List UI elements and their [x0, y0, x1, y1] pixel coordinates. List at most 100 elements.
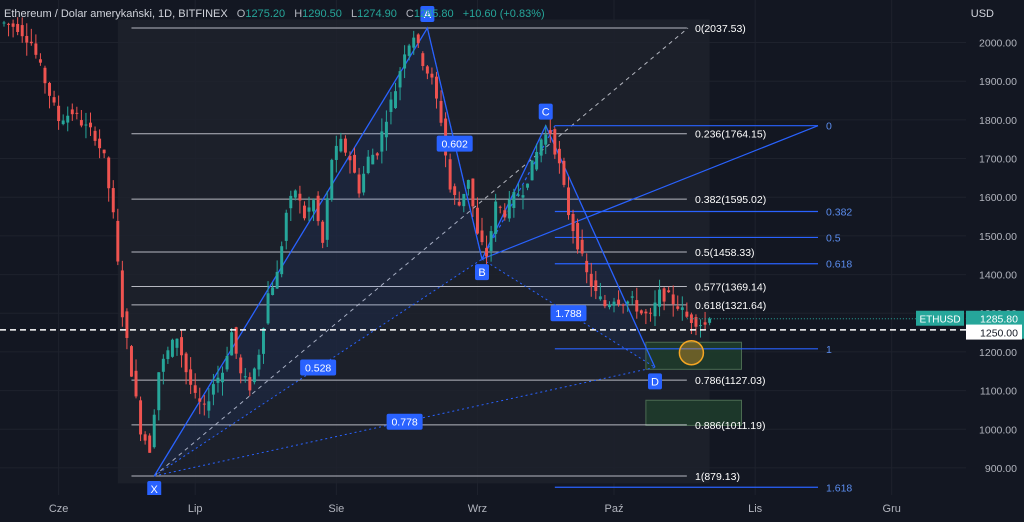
price-marker-badge	[966, 324, 1022, 340]
candle-body	[334, 145, 338, 160]
fib-level-label: 0.618(1321.64)	[695, 300, 766, 312]
candle-body	[266, 293, 270, 324]
candle-body	[516, 194, 520, 196]
low-value: 1274.90	[357, 8, 397, 20]
ratio-tag	[300, 359, 337, 376]
candle-body	[207, 401, 211, 411]
pattern-xab-fill	[154, 28, 482, 477]
candle-body	[70, 109, 74, 115]
candle-body	[225, 355, 229, 370]
candle-body	[293, 190, 297, 198]
candle-body	[585, 260, 589, 273]
candle-body	[330, 159, 334, 200]
candle-body	[416, 34, 420, 44]
candle-body	[75, 112, 79, 114]
candle-body	[93, 130, 97, 141]
candle-body	[120, 270, 124, 318]
candle-body	[84, 124, 88, 126]
pattern-point-tag	[475, 264, 489, 281]
candle-body	[662, 288, 666, 302]
candle-body	[607, 304, 611, 308]
candle-body	[180, 337, 184, 356]
ratio-label: 1.788	[555, 308, 581, 320]
candle-body	[111, 188, 115, 213]
candle-body	[375, 153, 379, 156]
candle-body	[480, 230, 484, 243]
candle-body	[348, 156, 352, 161]
pattern-point-label: B	[478, 267, 485, 279]
low-label: L	[350, 8, 358, 20]
candle-body	[621, 304, 625, 306]
candle-body	[57, 105, 61, 122]
price-tick-label: 1100.00	[980, 386, 1017, 398]
price-tick-label: 1700.00	[979, 154, 1017, 166]
symbol-badge	[916, 310, 964, 326]
target-circle	[678, 339, 705, 366]
pattern-point-tag	[420, 6, 435, 23]
candle-body	[530, 160, 534, 181]
candle-body	[453, 186, 457, 195]
candle-body	[230, 332, 234, 356]
candle-body	[61, 120, 65, 125]
candle-body	[38, 59, 42, 63]
candle-body	[671, 294, 675, 305]
candle-body	[48, 82, 52, 96]
candle-body	[257, 354, 261, 370]
price-tick-label: 2000.00	[979, 38, 1017, 50]
candle-body	[466, 179, 470, 189]
candle-body	[216, 377, 220, 383]
currency-label: USD	[970, 8, 994, 20]
candle-body	[544, 134, 548, 145]
candle-body	[152, 414, 156, 448]
candle-body	[29, 41, 33, 44]
candle-body	[612, 301, 616, 306]
candle-body	[548, 130, 552, 134]
candle-body	[521, 195, 525, 198]
high-label: H	[294, 8, 303, 20]
price-axis[interactable]: 900.001000.001100.001200.001300.001400.0…	[916, 0, 1024, 522]
price-marker-label: 1250.00	[980, 328, 1018, 340]
candle-body	[630, 296, 634, 298]
time-tick-label: Cze	[49, 503, 69, 515]
range-shade	[117, 19, 710, 484]
candle-body	[189, 369, 193, 385]
candle-body	[598, 296, 602, 300]
ratio-tag	[386, 413, 423, 430]
candle-body	[557, 148, 561, 164]
price-tick-label: 1800.00	[979, 115, 1017, 127]
target-zone	[645, 399, 742, 426]
time-tick-label: Gru	[883, 503, 901, 515]
candle-body	[489, 231, 493, 251]
candle-body	[198, 398, 202, 402]
candle-body	[394, 91, 397, 109]
candle-body	[421, 53, 425, 67]
candle-body	[448, 159, 452, 190]
candle-body	[161, 358, 165, 372]
time-tick-label: Lis	[748, 503, 763, 515]
fib-ext-label: 0.618	[826, 259, 852, 271]
candle-body	[648, 312, 652, 314]
candle-body	[689, 314, 693, 323]
candle-body	[425, 66, 429, 74]
time-axis[interactable]: Cze Lip Sie Wrz Paź Lis Gru	[0, 495, 1024, 522]
candle-body	[289, 195, 293, 209]
ratio-label: 0.528	[305, 363, 331, 375]
candle-body	[66, 115, 70, 123]
candle-body	[439, 100, 443, 123]
pattern-point-label: A	[424, 9, 432, 21]
candle-body	[589, 273, 593, 287]
ratio-label: 0.778	[391, 417, 417, 429]
candle-body	[708, 318, 712, 323]
candle-body	[535, 151, 539, 170]
symbol-title: Ethereum / Dolar amerykański, 1D, BITFIN…	[4, 8, 228, 20]
time-tick-label: Paź	[605, 503, 624, 515]
candle-body	[398, 71, 402, 88]
candle-body	[16, 23, 20, 32]
candle-body	[43, 67, 47, 84]
candle-body	[170, 339, 174, 357]
candle-body	[371, 154, 375, 165]
close-value: 1285.80	[413, 8, 454, 20]
candle-body	[248, 377, 252, 391]
candle-body	[362, 173, 366, 193]
